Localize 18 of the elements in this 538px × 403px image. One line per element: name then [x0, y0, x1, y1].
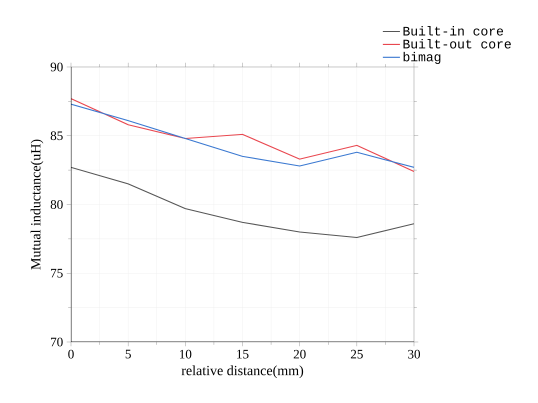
legend-label: bimag — [404, 52, 440, 64]
x-tick-label: 20 — [294, 350, 306, 359]
x-tick-label: 15 — [237, 350, 248, 358]
x-tick-label: 10 — [180, 350, 192, 359]
legend-label: Built-out core — [404, 38, 511, 48]
y-axis-title: Mutual inductance(uH) — [30, 140, 44, 270]
y-tick-label: 90 — [50, 62, 63, 72]
x-tick-label: 5 — [126, 350, 131, 358]
x-tick-label: 30 — [408, 350, 420, 359]
y-tick-label: 85 — [50, 131, 63, 140]
x-tick-label: 0 — [68, 350, 74, 359]
line-series — [71, 166, 414, 238]
y-tick-label: 70 — [51, 338, 63, 346]
legend-label: Built-in core — [404, 26, 504, 36]
y-tick-label: 80 — [50, 200, 63, 209]
y-tick-label: 75 — [51, 268, 63, 278]
x-tick-label: 25 — [350, 350, 363, 359]
x-axis-title: relative distance(mm) — [182, 365, 304, 378]
